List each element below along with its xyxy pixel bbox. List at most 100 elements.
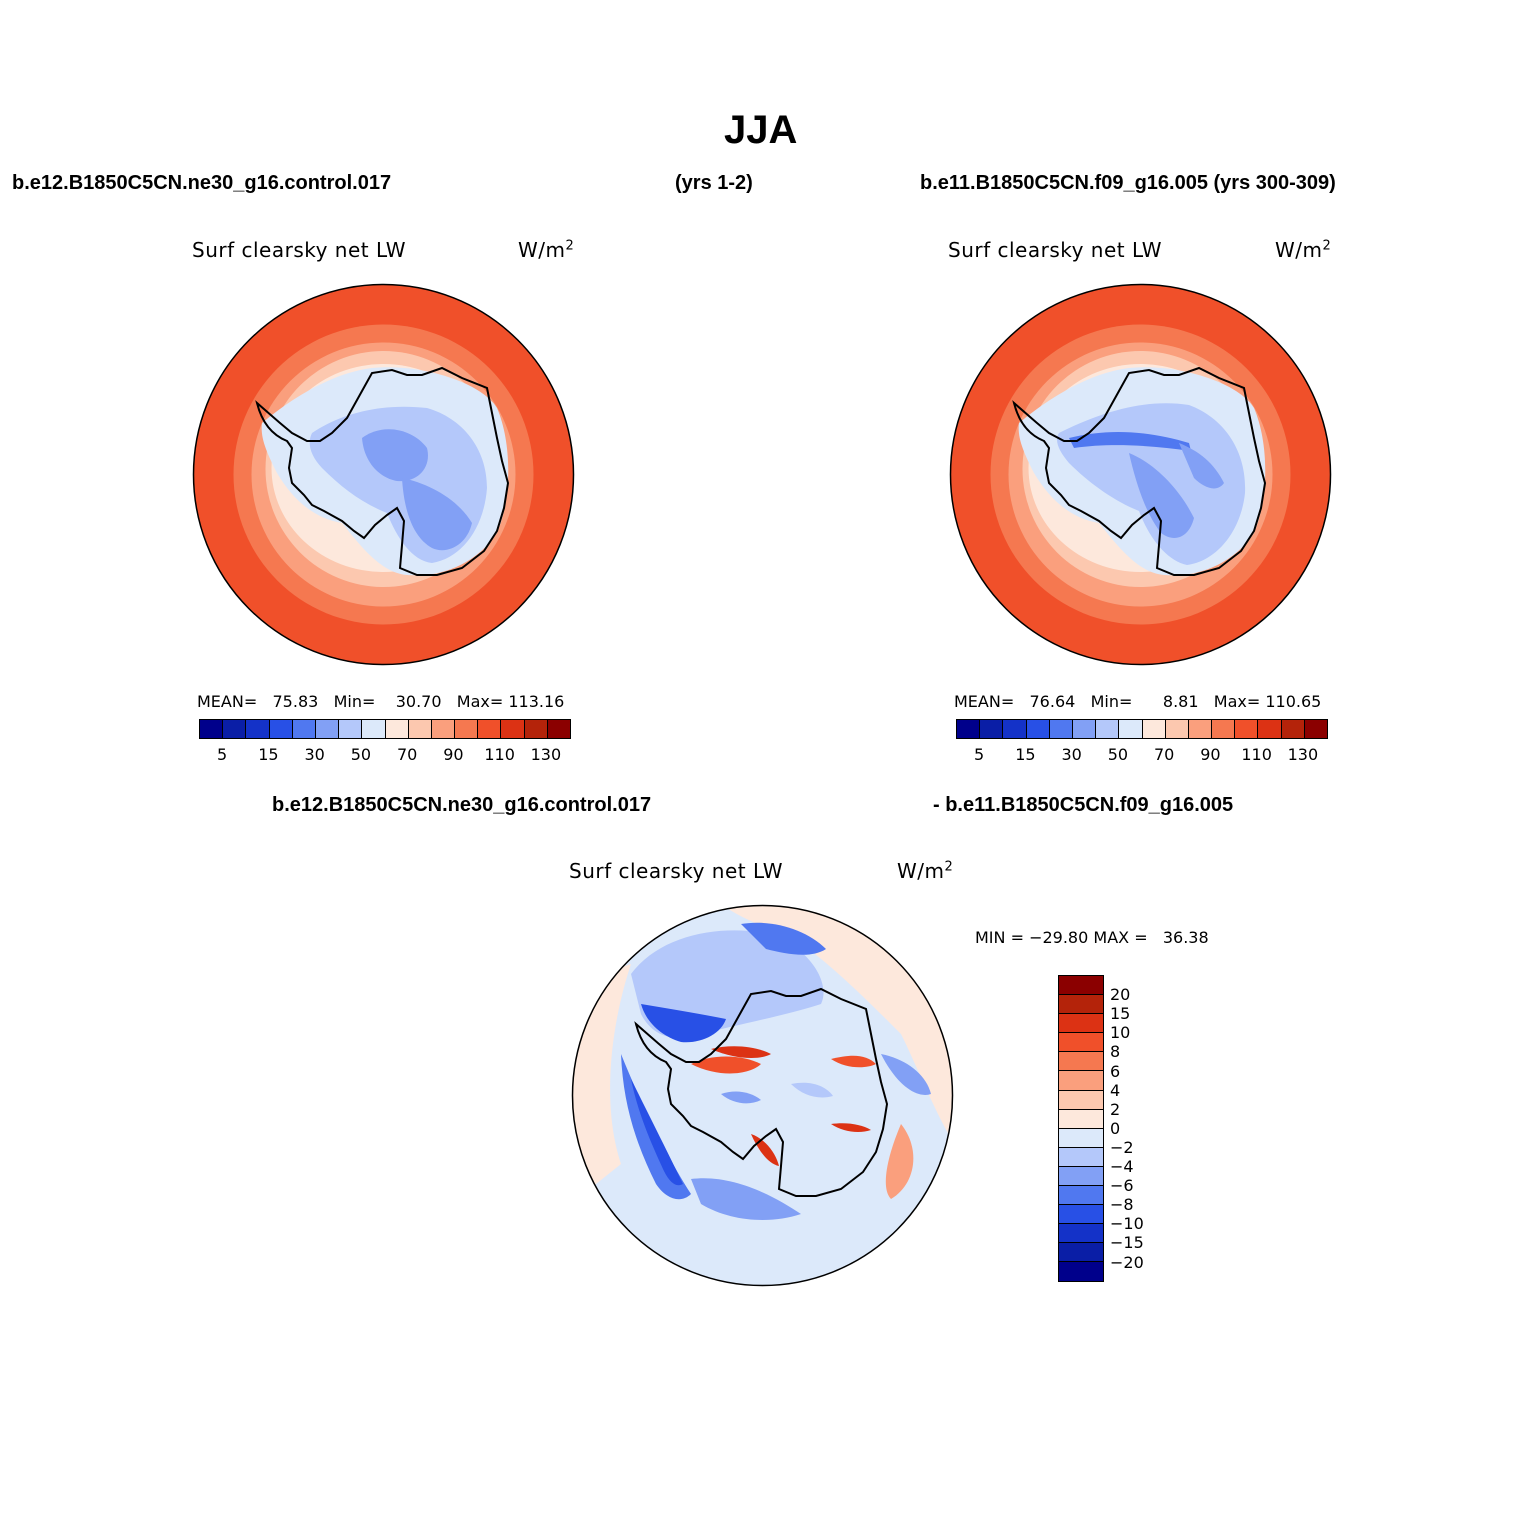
colorbar-tick-label: 30 — [1061, 745, 1082, 764]
colorbar-swatch — [1059, 1147, 1103, 1167]
colorbar-tick-label: 6 — [1110, 1061, 1121, 1081]
colorbar-tick-label: 70 — [1153, 745, 1175, 764]
colorbar-swatch — [957, 720, 981, 738]
figure-title: JJA — [724, 108, 798, 152]
colorbar-tick-label: 50 — [350, 745, 372, 764]
colorbar-tick-label: −8 — [1110, 1195, 1134, 1215]
colorbar-swatch — [1003, 720, 1027, 738]
panel3-case-right: - b.e11.B1850C5CN.f09_g16.005 — [933, 794, 1234, 816]
colorbar-tick-label: 50 — [1107, 745, 1129, 764]
panel1-variable-label: Surf clearsky net LW — [192, 238, 407, 262]
colorbar-swatch — [1059, 1224, 1103, 1244]
colorbar-swatch — [1059, 1262, 1103, 1281]
colorbar-swatch — [1059, 1109, 1103, 1129]
colorbar-swatch — [455, 720, 479, 738]
colorbar-tick-label: 0 — [1110, 1118, 1121, 1138]
colorbar-swatch — [1165, 720, 1189, 738]
colorbar-swatch — [1096, 720, 1120, 738]
colorbar-swatch — [408, 720, 432, 738]
colorbar-tick-label: 90 — [443, 745, 464, 764]
colorbar-tick-label: −15 — [1110, 1233, 1144, 1253]
panel2-units: W/m2 — [1275, 238, 1332, 262]
panel1-units: W/m2 — [518, 238, 575, 262]
colorbar-tick-label: 5 — [974, 745, 985, 764]
panel2-variable-label: Surf clearsky net LW — [948, 238, 1163, 262]
colorbar-swatch — [431, 720, 456, 738]
colorbar-swatch — [1059, 1243, 1103, 1263]
colorbar-swatch — [1212, 720, 1236, 738]
colorbar-tick-label: 15 — [1110, 1004, 1131, 1024]
colorbar-swatch — [1281, 720, 1305, 738]
colorbar-tick-label: 10 — [1110, 1023, 1131, 1043]
colorbar-swatch — [385, 720, 409, 738]
colorbar-swatch — [339, 720, 363, 738]
colorbar-swatch — [547, 720, 570, 738]
colorbar-swatch — [315, 720, 340, 738]
panel1-polar-map — [192, 283, 575, 666]
colorbar-tick-label: −4 — [1110, 1157, 1134, 1176]
colorbar-swatch — [1072, 720, 1097, 738]
colorbar-swatch — [1188, 720, 1213, 738]
colorbar-swatch — [524, 720, 548, 738]
colorbar-swatch — [1059, 1128, 1103, 1148]
panel1-case-name: b.e12.B1850C5CN.ne30_g16.control.017 — [12, 172, 392, 194]
colorbar-swatch — [292, 720, 316, 738]
colorbar-swatch — [1059, 1166, 1103, 1187]
colorbar-tick-label: 15 — [1015, 745, 1036, 764]
colorbar-swatch — [1258, 720, 1282, 738]
colorbar-swatch — [223, 720, 247, 738]
panel1-colorbar — [199, 719, 571, 739]
panel2-colorbar — [956, 719, 1328, 739]
colorbar-swatch — [1026, 720, 1050, 738]
colorbar-swatch — [1059, 1071, 1103, 1091]
colorbar-tick-label: 30 — [304, 745, 325, 764]
panel3-variable-label: Surf clearsky net LW — [569, 859, 784, 883]
colorbar-swatch — [478, 720, 502, 738]
colorbar-tick-label: 15 — [258, 745, 279, 764]
colorbar-swatch — [980, 720, 1004, 738]
colorbar-swatch — [1119, 720, 1143, 738]
colorbar-tick-label: −6 — [1110, 1176, 1134, 1196]
colorbar-swatch — [1059, 1052, 1103, 1072]
panel3-minmax: MIN = −29.80 MAX = 36.38 — [975, 928, 1209, 947]
colorbar-swatch — [1059, 1186, 1103, 1206]
colorbar-swatch — [1059, 995, 1103, 1015]
panel2-polar-map — [949, 283, 1332, 666]
colorbar-tick-label: 4 — [1110, 1080, 1121, 1100]
panel3-case-left: b.e12.B1850C5CN.ne30_g16.control.017 — [272, 794, 652, 816]
colorbar-tick-label: −2 — [1110, 1137, 1134, 1157]
colorbar-tick-label: 130 — [1287, 745, 1319, 764]
colorbar-swatch — [1059, 1205, 1103, 1225]
colorbar-tick-label: 2 — [1110, 1099, 1121, 1119]
panel3-units: W/m2 — [897, 859, 954, 883]
colorbar-tick-label: 110 — [484, 745, 515, 764]
colorbar-tick-label: 110 — [1241, 745, 1272, 764]
colorbar-swatch — [200, 720, 224, 738]
colorbar-swatch — [362, 720, 386, 738]
colorbar-swatch — [1235, 720, 1259, 738]
colorbar-swatch — [1059, 976, 1103, 996]
colorbar-swatch — [1059, 1090, 1103, 1110]
panel1-stats: MEAN= 75.83 Min= 30.70 Max= 113.16 — [197, 692, 565, 711]
colorbar-swatch — [246, 720, 270, 738]
colorbar-tick-label: 5 — [217, 745, 228, 764]
colorbar-tick-label: 20 — [1110, 985, 1131, 1005]
colorbar-tick-label: 8 — [1110, 1042, 1121, 1062]
panel3-difference-map — [571, 904, 954, 1287]
colorbar-swatch — [1304, 720, 1327, 738]
colorbar-swatch — [1142, 720, 1166, 738]
colorbar-tick-label: 70 — [396, 745, 418, 764]
panel2-case-name: b.e11.B1850C5CN.f09_g16.005 (yrs 300-309… — [920, 172, 1336, 194]
colorbar-swatch — [1059, 1014, 1103, 1034]
panel3-colorbar — [1058, 975, 1104, 1282]
colorbar-swatch — [269, 720, 293, 738]
panel1-years: (yrs 1-2) — [675, 172, 753, 194]
colorbar-tick-label: 90 — [1200, 745, 1221, 764]
panel2-stats: MEAN= 76.64 Min= 8.81 Max= 110.65 — [954, 692, 1322, 711]
colorbar-tick-label: 130 — [530, 745, 562, 764]
colorbar-tick-label: −10 — [1110, 1214, 1144, 1234]
colorbar-swatch — [1049, 720, 1073, 738]
colorbar-swatch — [1059, 1033, 1103, 1053]
colorbar-swatch — [501, 720, 525, 738]
